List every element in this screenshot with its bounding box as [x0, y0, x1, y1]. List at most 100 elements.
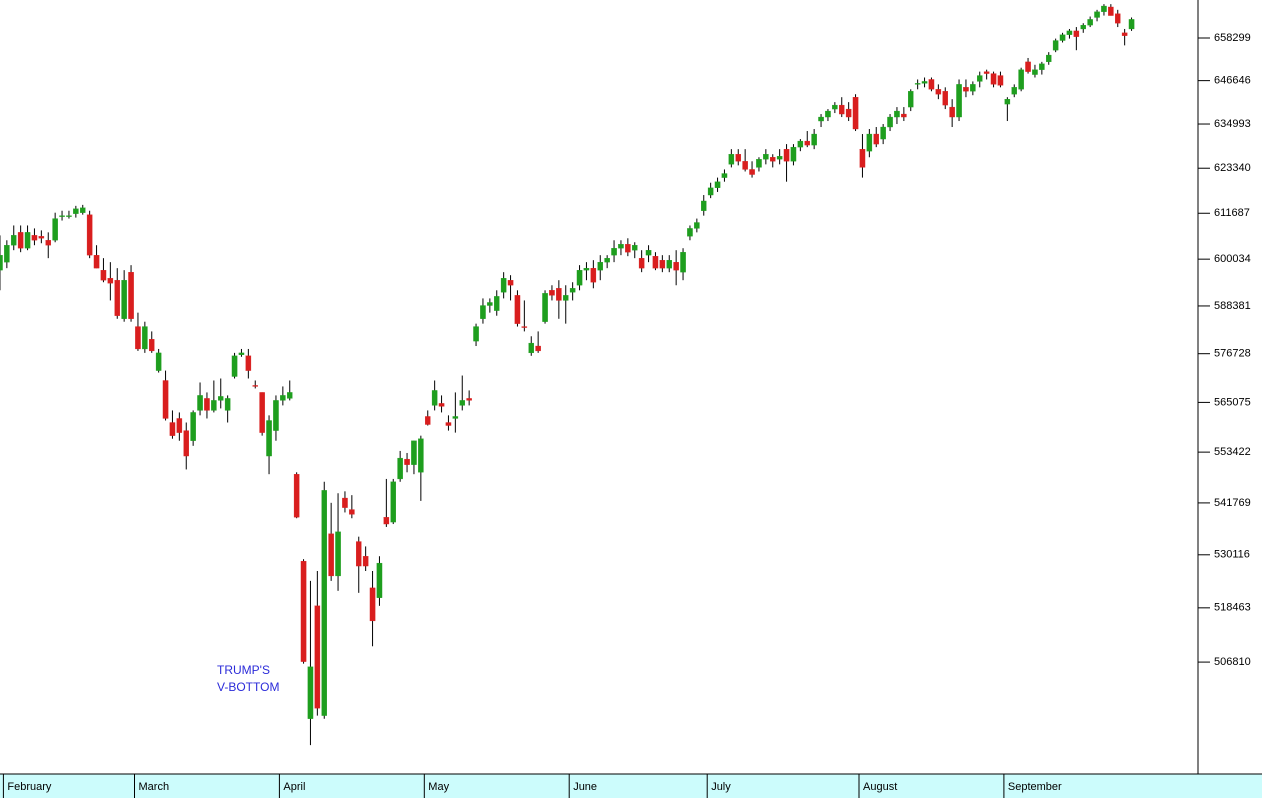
candle-body: [990, 73, 997, 85]
y-tick-label: 658299: [1214, 32, 1251, 44]
candle-body: [977, 75, 983, 82]
candle-body: [914, 83, 921, 85]
y-tick-label: 623340: [1214, 162, 1251, 174]
candle-body: [107, 278, 114, 284]
y-tick-label: 553422: [1214, 446, 1251, 458]
candle-body: [556, 288, 562, 301]
annotation: V-BOTTOM: [217, 680, 279, 694]
candle-body: [217, 396, 224, 401]
candle-body: [493, 296, 500, 311]
candle-body: [1115, 13, 1121, 24]
candle-body: [845, 108, 852, 118]
candle-body: [659, 260, 666, 269]
x-tick-label: March: [139, 781, 170, 793]
candle-body: [162, 380, 169, 419]
candle-body: [273, 400, 279, 431]
y-tick-label: 634993: [1214, 118, 1251, 130]
candle-body: [418, 438, 424, 473]
candle-body: [1073, 30, 1080, 37]
candle-body: [300, 560, 307, 662]
candle-body: [1052, 40, 1059, 51]
candle-body: [0, 255, 3, 271]
candle-body: [618, 244, 624, 249]
y-tick-label: 541769: [1214, 497, 1251, 509]
candle-body: [148, 339, 155, 352]
candle-body: [673, 262, 679, 271]
y-tick-label: 576728: [1214, 348, 1251, 360]
candle-body: [804, 140, 811, 146]
candle-body: [1018, 69, 1024, 90]
candle-body: [1128, 19, 1135, 30]
candle-body: [1080, 24, 1087, 30]
candle-body: [583, 268, 590, 271]
candle-body: [266, 420, 272, 457]
candle-body: [397, 457, 403, 480]
candle-body: [1025, 61, 1031, 72]
candle-body: [314, 605, 321, 709]
candle-body: [52, 218, 58, 241]
candle-body: [921, 81, 928, 84]
candle-body: [728, 154, 735, 165]
candle-body: [342, 497, 348, 508]
x-tick-label: April: [283, 781, 305, 793]
y-tick-label: 506810: [1214, 656, 1251, 668]
y-tick-label: 611687: [1214, 207, 1250, 219]
x-tick-label: June: [573, 781, 597, 793]
candle-body: [73, 208, 79, 214]
candle-body: [1039, 63, 1045, 70]
candle-body: [687, 228, 693, 237]
candle-body: [935, 89, 942, 95]
candle-body: [383, 517, 390, 525]
candle-body: [742, 161, 748, 170]
candle-body: [528, 342, 535, 354]
candle-body: [459, 400, 465, 406]
candle-body: [963, 87, 969, 92]
candle-body: [59, 215, 65, 217]
candle-body: [942, 91, 949, 106]
candle-body: [45, 240, 52, 246]
candle-body: [956, 84, 962, 118]
candle-body: [376, 562, 383, 598]
x-tick-label: July: [711, 781, 731, 793]
candle-body: [949, 106, 955, 118]
candle-body: [756, 159, 762, 168]
candle-body: [38, 236, 45, 239]
candle-body: [514, 295, 521, 324]
candle-body: [17, 232, 24, 249]
candle-body: [680, 252, 686, 273]
candle-body: [1094, 11, 1100, 18]
candle-body: [563, 295, 569, 301]
candle-body: [114, 280, 121, 316]
candle-body: [569, 288, 576, 293]
candle-body: [176, 418, 183, 433]
candle-body: [625, 244, 631, 253]
y-tick-label: 518463: [1214, 602, 1251, 614]
candle-body: [362, 556, 369, 567]
candle-body: [183, 430, 189, 457]
candle-body: [859, 148, 866, 168]
candle-body: [652, 256, 659, 269]
candle-body: [252, 385, 258, 387]
candle-body: [880, 126, 886, 140]
candle-body: [100, 270, 107, 281]
candle-body: [873, 133, 880, 145]
candle-body: [983, 71, 990, 74]
candle-body: [321, 490, 327, 716]
candle-body: [866, 133, 873, 152]
candle-body: [735, 154, 742, 162]
candle-body: [839, 104, 845, 115]
candle-body: [1121, 32, 1128, 36]
candle-body: [770, 157, 776, 162]
candle-body: [1046, 54, 1052, 63]
candle-body: [404, 458, 410, 465]
candle-body: [307, 666, 314, 719]
candle-body: [811, 133, 817, 146]
candle-body: [645, 250, 652, 256]
y-tick-label: 600034: [1214, 253, 1251, 265]
candle-body: [369, 587, 376, 622]
x-tick-label: August: [863, 781, 897, 793]
candle-body: [783, 148, 790, 162]
x-tick-label: May: [428, 781, 449, 793]
candle-body: [452, 416, 459, 419]
